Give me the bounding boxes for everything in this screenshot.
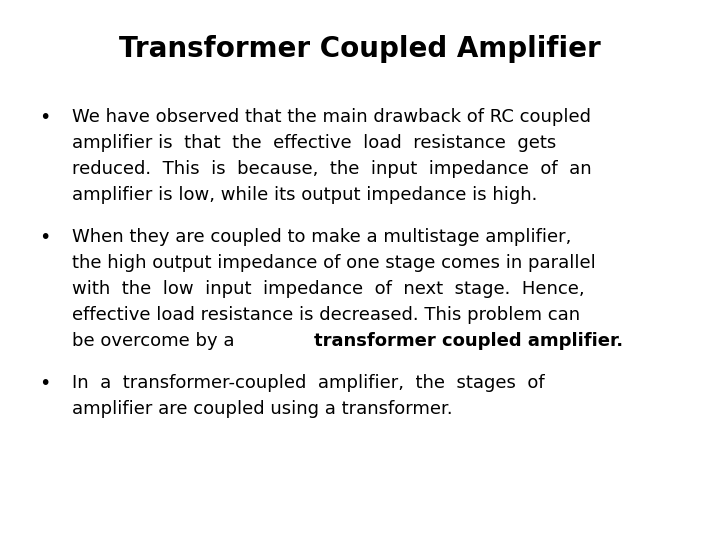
Text: reduced.  This  is  because,  the  input  impedance  of  an: reduced. This is because, the input impe… [72, 160, 592, 178]
Text: with  the  low  input  impedance  of  next  stage.  Hence,: with the low input impedance of next sta… [72, 280, 585, 298]
Text: amplifier is low, while its output impedance is high.: amplifier is low, while its output imped… [72, 186, 537, 204]
Text: •: • [40, 374, 51, 393]
Text: transformer coupled amplifier.: transformer coupled amplifier. [314, 332, 624, 349]
Text: When they are coupled to make a multistage amplifier,: When they are coupled to make a multista… [72, 228, 572, 246]
Text: the high output impedance of one stage comes in parallel: the high output impedance of one stage c… [72, 254, 595, 272]
Text: •: • [40, 228, 51, 247]
Text: In  a  transformer-coupled  amplifier,  the  stages  of: In a transformer-coupled amplifier, the … [72, 374, 544, 391]
Text: amplifier is  that  the  effective  load  resistance  gets: amplifier is that the effective load res… [72, 134, 557, 152]
Text: amplifier are coupled using a transformer.: amplifier are coupled using a transforme… [72, 400, 453, 417]
Text: Transformer Coupled Amplifier: Transformer Coupled Amplifier [119, 35, 601, 63]
Text: effective load resistance is decreased. This problem can: effective load resistance is decreased. … [72, 306, 580, 323]
Text: •: • [40, 108, 51, 127]
Text: be overcome by a: be overcome by a [72, 332, 240, 349]
Text: We have observed that the main drawback of RC coupled: We have observed that the main drawback … [72, 108, 591, 126]
